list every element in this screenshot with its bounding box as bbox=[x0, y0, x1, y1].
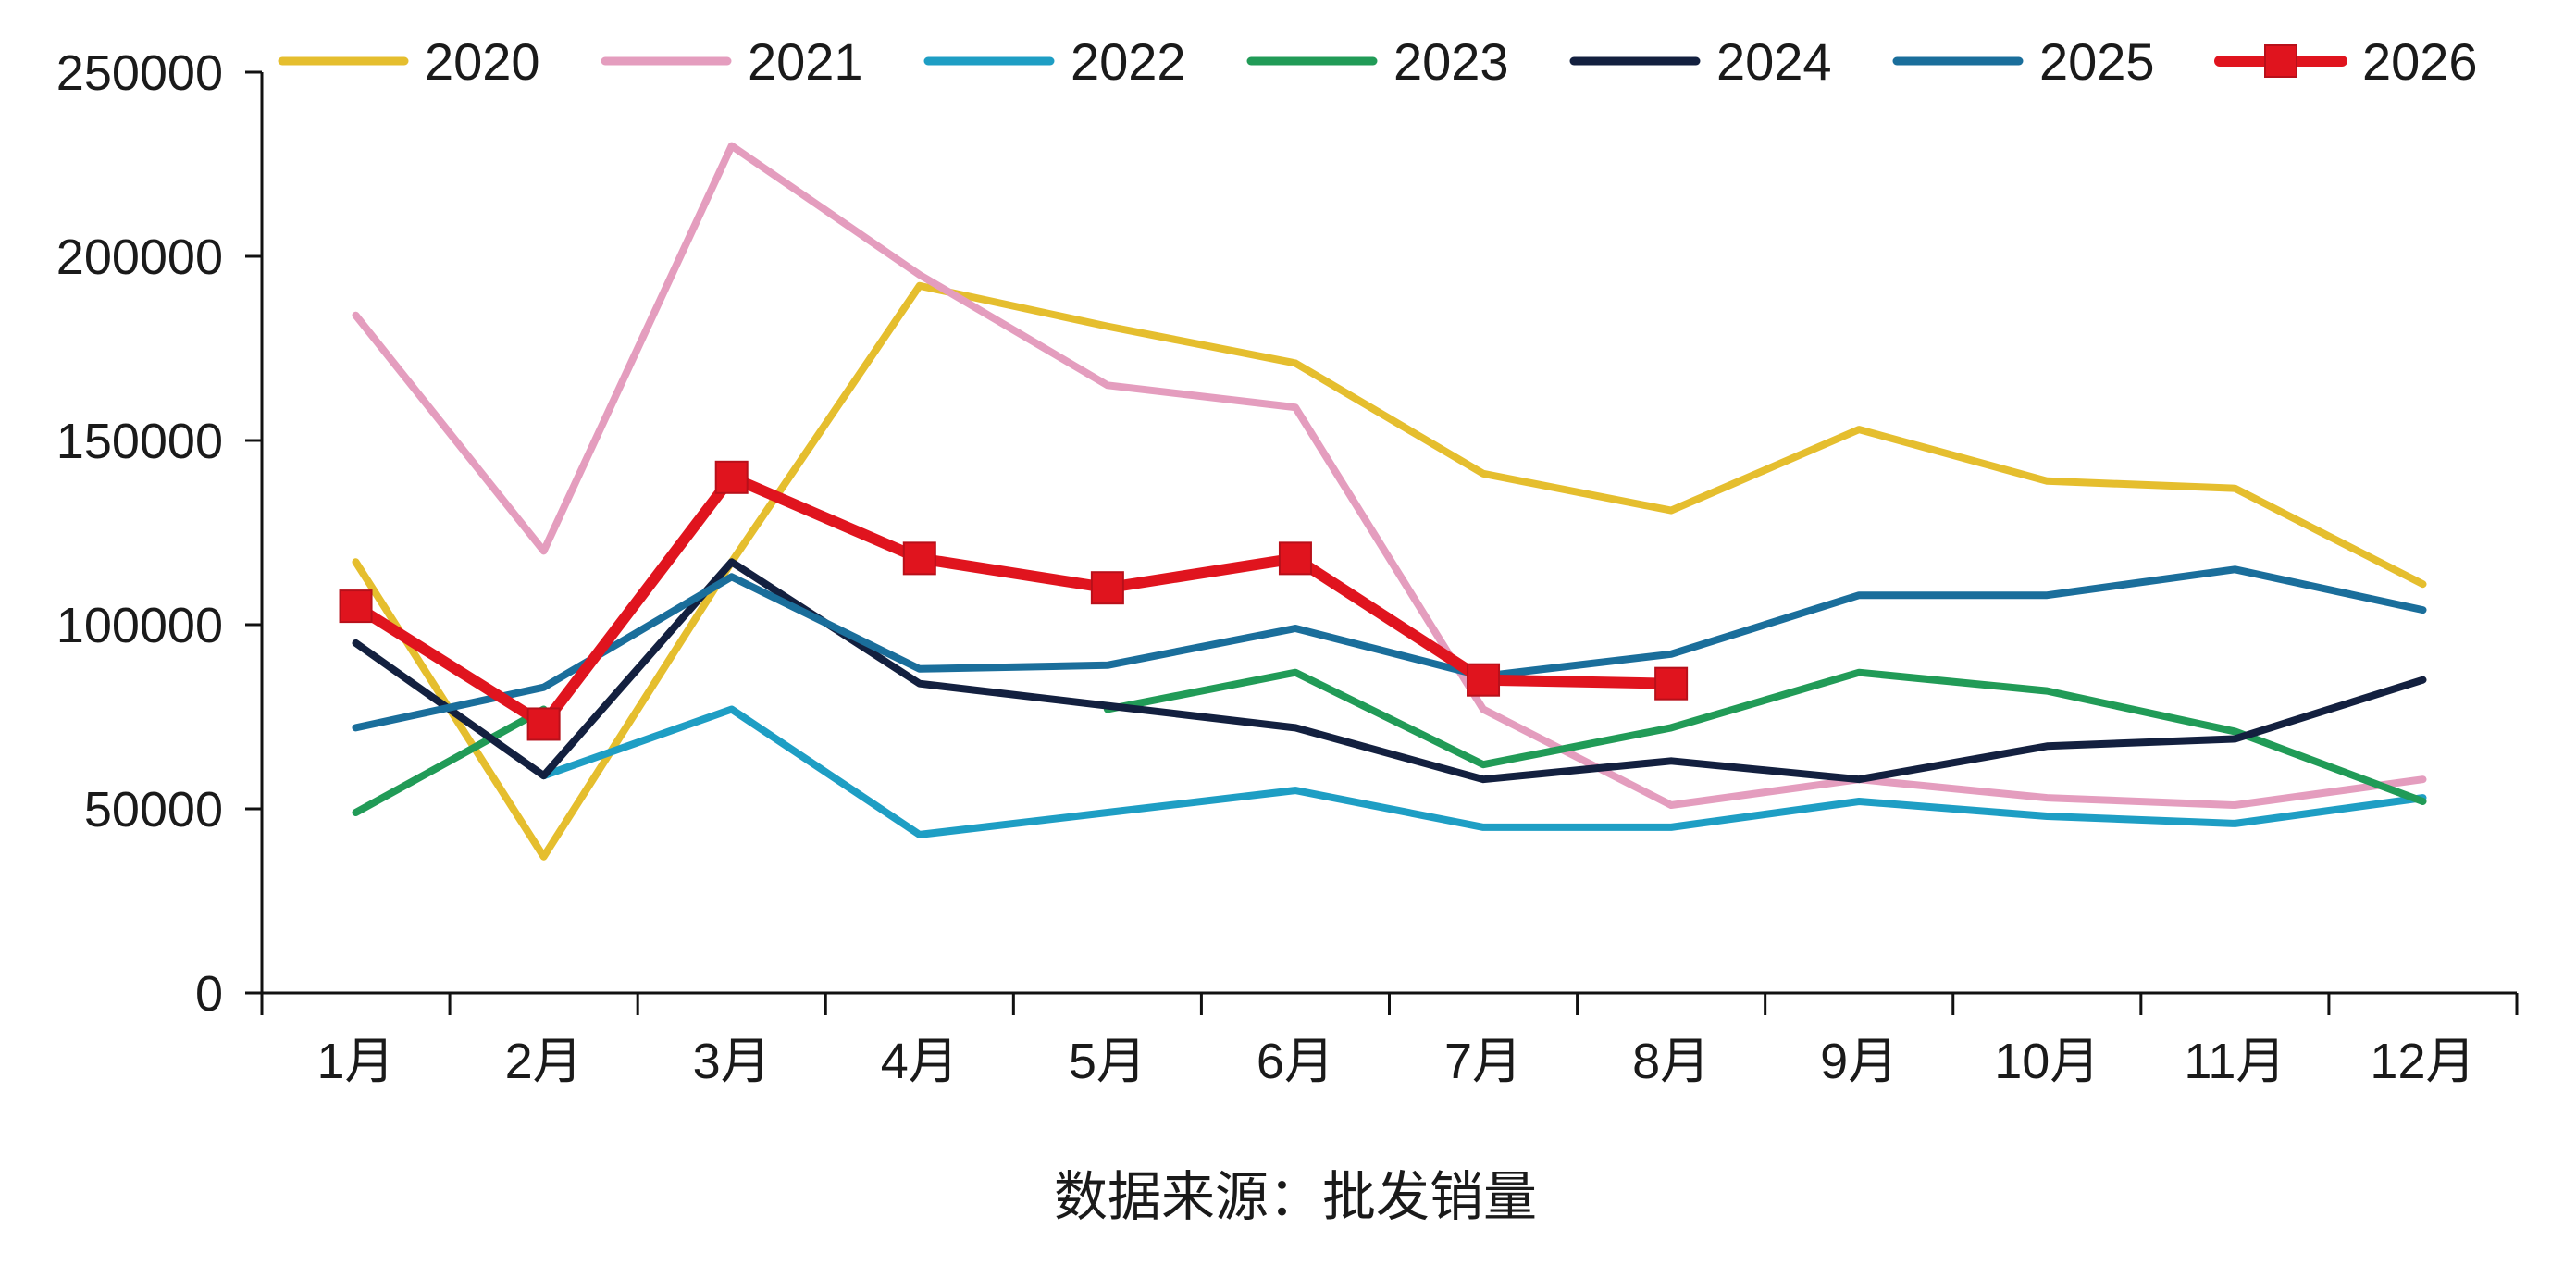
series-line-2021 bbox=[352, 142, 2427, 809]
series-2021 bbox=[352, 142, 2427, 809]
legend-item-2023: 2023 bbox=[1246, 32, 1509, 91]
y-axis: 0 50000 100000 150000 200000 250000 bbox=[56, 45, 264, 1022]
legend-label: 2020 bbox=[425, 32, 540, 91]
series-2026 bbox=[339, 460, 1689, 741]
data-point-2026 bbox=[1278, 541, 1312, 576]
legend-item-2020: 2020 bbox=[278, 32, 540, 91]
series-2020 bbox=[352, 281, 2427, 861]
y-tick-label: 100000 bbox=[56, 598, 223, 653]
data-point-2026 bbox=[1090, 571, 1124, 605]
series-2022 bbox=[539, 705, 2427, 838]
x-axis-title: 数据来源：批发销量 bbox=[1054, 1167, 1537, 1227]
y-tick-label: 0 bbox=[195, 966, 223, 1022]
legend-item-2024: 2024 bbox=[1569, 32, 1832, 91]
x-tick-label: 11月 bbox=[2184, 1034, 2285, 1089]
series-line-2025 bbox=[352, 565, 2427, 732]
data-point-2026 bbox=[526, 707, 561, 741]
legend-item-2026: 2026 bbox=[2214, 32, 2478, 91]
x-tick-label: 4月 bbox=[881, 1034, 959, 1089]
data-point-2026 bbox=[1467, 663, 1501, 697]
series-line-2023 bbox=[1103, 668, 2427, 805]
x-tick-label: 12月 bbox=[2370, 1034, 2475, 1089]
data-point-2026 bbox=[714, 460, 749, 494]
x-tick-label: 3月 bbox=[693, 1034, 771, 1089]
series-layer bbox=[339, 142, 2427, 861]
data-point-2026 bbox=[1654, 666, 1689, 701]
legend-label: 2026 bbox=[2362, 32, 2478, 91]
series-line-2023 bbox=[352, 705, 548, 816]
legend-item-2025: 2025 bbox=[1892, 32, 2155, 91]
series-2025 bbox=[352, 565, 2427, 732]
legend-label: 2025 bbox=[2039, 32, 2155, 91]
x-tick-label: 6月 bbox=[1257, 1034, 1334, 1089]
x-tick-label: 10月 bbox=[1994, 1034, 2099, 1089]
x-tick-label: 9月 bbox=[1820, 1034, 1898, 1089]
y-tick-label: 200000 bbox=[56, 230, 223, 285]
x-tick-label: 2月 bbox=[505, 1034, 583, 1089]
legend-label: 2023 bbox=[1393, 32, 1509, 91]
series-line-2022 bbox=[539, 705, 2427, 838]
legend-marker bbox=[2264, 44, 2297, 78]
legend: 2020 2021 2022 2023 2024 2025 2026 bbox=[278, 32, 2478, 91]
y-tick-label: 150000 bbox=[56, 414, 223, 469]
x-tick-label: 5月 bbox=[1069, 1034, 1146, 1089]
legend-label: 2024 bbox=[1716, 32, 1832, 91]
legend-item-2021: 2021 bbox=[601, 32, 863, 91]
legend-item-2022: 2022 bbox=[923, 32, 1186, 91]
legend-label: 2022 bbox=[1071, 32, 1186, 91]
x-tick-label: 1月 bbox=[317, 1034, 395, 1089]
y-tick-label: 50000 bbox=[84, 782, 223, 838]
x-axis: 1月 2月 3月 4月 5月 6月 7月 8月 9月 10月 11月 12月 bbox=[260, 991, 2519, 1089]
x-tick-label: 8月 bbox=[1632, 1034, 1710, 1089]
series-2023 bbox=[352, 668, 2427, 816]
data-point-2026 bbox=[902, 541, 936, 576]
data-point-2026 bbox=[339, 589, 373, 624]
legend-label: 2021 bbox=[748, 32, 863, 91]
y-tick-label: 250000 bbox=[56, 45, 223, 101]
series-line-2020 bbox=[352, 281, 2427, 861]
series-line-2026 bbox=[350, 471, 1678, 730]
x-tick-label: 7月 bbox=[1444, 1034, 1522, 1089]
